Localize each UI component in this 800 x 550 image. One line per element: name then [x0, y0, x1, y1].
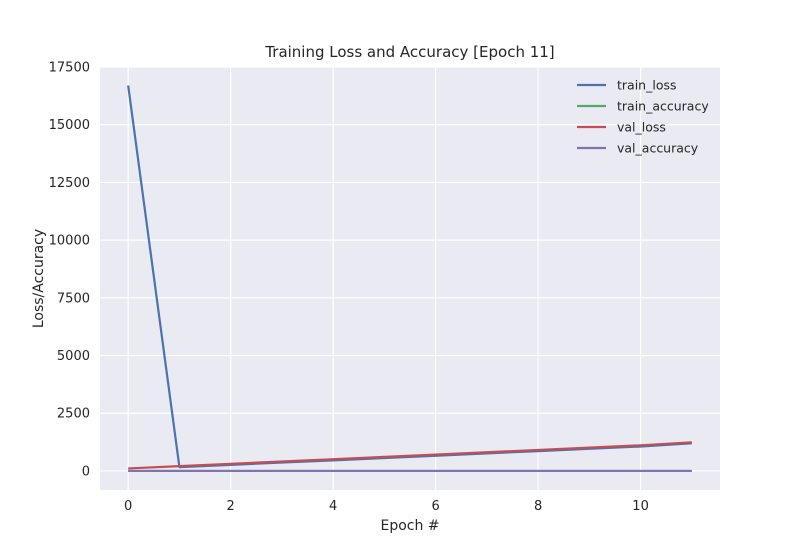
grid	[100, 66, 720, 490]
series-lines	[127, 85, 692, 473]
x-tick-label: 10	[632, 499, 649, 514]
y-tick-label: 2500	[57, 407, 90, 422]
y-tick-label: 10000	[49, 234, 90, 249]
x-axis-label: Epoch #	[380, 518, 439, 534]
x-tick-label: 8	[534, 499, 542, 514]
x-tick-labels: 0 2 4 6 8 10	[124, 499, 649, 514]
legend-label: train_accuracy	[617, 99, 709, 114]
y-tick-label: 12500	[49, 176, 90, 191]
x-tick-label: 2	[227, 499, 235, 514]
y-tick-label: 15000	[49, 118, 90, 133]
y-tick-label: 17500	[49, 61, 90, 76]
legend: train_loss train_accuracy val_loss val_accu…	[577, 78, 709, 156]
series-line-val-loss	[128, 441, 692, 470]
legend-label: val_accuracy	[617, 141, 699, 156]
y-tick-label: 0	[82, 464, 90, 479]
chart-title: Training Loss and Accuracy [Epoch 11]	[264, 43, 554, 61]
y-tick-label: 5000	[57, 349, 90, 364]
legend-label: train_loss	[617, 78, 677, 93]
x-tick-label: 4	[329, 499, 337, 514]
x-tick-label: 0	[124, 499, 132, 514]
plot-background	[100, 67, 720, 490]
legend-label: val_loss	[617, 120, 666, 135]
y-axis-label: Loss/Accuracy	[31, 229, 47, 328]
y-tick-label: 7500	[57, 291, 90, 306]
y-tick-labels: 0 2500 5000 7500 10000 12500 15000 17500	[49, 61, 90, 480]
x-tick-label: 6	[431, 499, 439, 514]
